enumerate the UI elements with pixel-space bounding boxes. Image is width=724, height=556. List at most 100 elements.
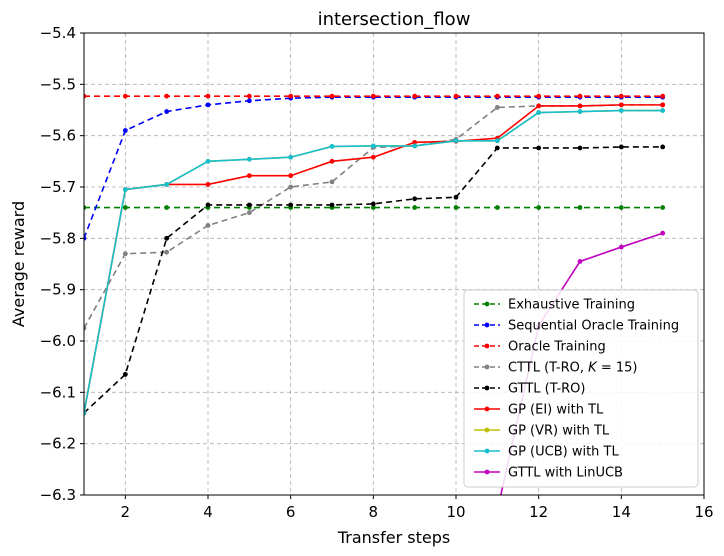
- data-point: [246, 173, 252, 179]
- y-tick-label: −6.2: [40, 435, 76, 453]
- y-axis: −5.4 −5.5 −5.6 −5.7 −5.8 −5.9 −6.0 −6.1 −6.2 −6.3: [40, 24, 84, 504]
- data-point: [164, 93, 170, 99]
- data-point: [288, 202, 294, 208]
- legend-label: GP (UCB) with TL: [508, 445, 619, 460]
- data-point: [577, 93, 583, 99]
- data-point: [164, 205, 170, 210]
- legend-marker: [484, 427, 490, 433]
- y-tick-label: −5.4: [40, 24, 76, 42]
- data-point: [660, 205, 666, 210]
- data-point: [370, 143, 376, 149]
- plot-frame: [83, 32, 705, 496]
- data-point: [164, 249, 170, 255]
- y-tick-label: −6.1: [40, 383, 76, 401]
- data-point: [122, 251, 128, 257]
- data-point: [370, 205, 376, 210]
- data-point: [122, 128, 128, 133]
- data-point: [205, 202, 211, 208]
- data-point: [205, 182, 211, 187]
- data-point: [84, 325, 87, 331]
- y-axis-label: Average reward: [9, 201, 28, 327]
- x-tick-label: 10: [446, 503, 465, 521]
- data-point: [246, 156, 252, 162]
- x-tick-label: 8: [369, 503, 379, 521]
- legend-marker: [484, 448, 490, 454]
- legend-label: CTTL (T-RO, K = 15): [508, 361, 637, 376]
- data-point: [453, 205, 459, 210]
- data-point: [84, 205, 87, 210]
- legend-item: GP (EI) with TL: [474, 403, 604, 418]
- x-tick-label: 14: [612, 503, 631, 521]
- y-tick-label: −5.7: [40, 178, 76, 196]
- legend-marker: [484, 385, 490, 391]
- data-point: [122, 187, 128, 192]
- series-line: [84, 96, 663, 239]
- legend-item: GP (VR) with TL: [474, 424, 610, 439]
- series-sequential-oracle-training: [84, 94, 666, 241]
- data-point: [494, 205, 500, 210]
- data-point: [84, 93, 87, 99]
- y-tick-label: −5.9: [40, 281, 76, 299]
- data-point: [370, 201, 376, 207]
- legend-item: Exhaustive Training: [474, 298, 635, 313]
- legend-label: GTTL (T-RO): [508, 382, 586, 397]
- legend-item: GTTL (T-RO): [474, 382, 586, 397]
- data-point: [205, 158, 211, 164]
- data-point: [577, 205, 583, 210]
- data-point: [618, 244, 624, 250]
- data-point: [122, 371, 128, 377]
- data-point: [494, 138, 500, 144]
- data-point: [370, 154, 376, 160]
- data-point: [246, 210, 252, 216]
- y-tick-label: −5.6: [40, 127, 76, 145]
- data-point: [329, 93, 335, 99]
- legend-label: GP (VR) with TL: [508, 424, 610, 439]
- legend-box: [463, 289, 699, 488]
- y-tick-label: −5.5: [40, 75, 76, 93]
- data-point: [660, 144, 666, 150]
- y-tick-label: −5.8: [40, 229, 76, 247]
- data-point: [577, 145, 583, 151]
- data-point: [412, 139, 418, 145]
- legend-marker: [484, 364, 490, 370]
- data-point: [329, 202, 335, 208]
- x-tick-label: 6: [286, 503, 296, 521]
- data-point: [84, 235, 87, 241]
- data-point: [164, 235, 170, 241]
- legend-marker: [484, 406, 490, 412]
- data-point: [453, 138, 459, 144]
- x-axis-label: Transfer steps: [337, 528, 450, 547]
- data-point: [660, 230, 666, 236]
- data-point: [329, 144, 335, 149]
- series-gp-ucb-with-tl: [84, 108, 666, 416]
- data-point: [412, 143, 418, 149]
- data-point: [205, 223, 211, 228]
- data-point: [577, 259, 583, 264]
- data-point: [618, 144, 624, 150]
- series-oracle-training: [84, 93, 666, 99]
- data-point: [495, 508, 500, 513]
- data-point: [618, 205, 624, 210]
- data-point: [288, 173, 294, 179]
- legend-label: Sequential Oracle Training: [508, 319, 679, 334]
- data-point: [288, 93, 294, 99]
- data-point: [288, 154, 294, 160]
- data-point: [246, 93, 252, 99]
- data-point: [288, 184, 294, 190]
- data-point: [205, 93, 211, 99]
- y-tick-label: −6.3: [40, 486, 76, 504]
- data-point: [453, 93, 459, 99]
- legend-label: GTTL with LinUCB: [508, 466, 623, 481]
- data-point: [164, 109, 170, 114]
- legend-item: CTTL (T-RO, K = 15): [474, 361, 637, 376]
- data-point: [536, 93, 542, 99]
- data-point: [618, 108, 624, 113]
- data-point: [494, 145, 500, 151]
- data-point: [329, 158, 335, 164]
- x-tick-label: 12: [529, 503, 548, 521]
- data-point: [536, 110, 542, 115]
- legend-marker: [484, 469, 490, 475]
- legend-marker: [484, 301, 490, 307]
- data-point: [536, 145, 542, 151]
